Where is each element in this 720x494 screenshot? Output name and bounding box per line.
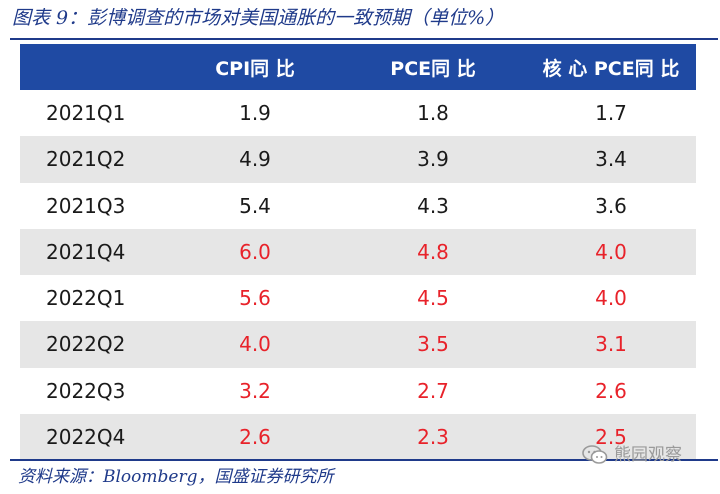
pce-value-cell: 1.8 xyxy=(417,101,449,126)
table-row: 2021Q2 4.9 3.9 3.4 xyxy=(20,136,696,183)
wechat-icon xyxy=(582,445,608,465)
quarter-cell: 2021Q4 xyxy=(46,239,126,264)
source-note: 资料来源：Bloomberg，国盛证券研究所 xyxy=(18,467,334,487)
watermark-text: 熊园观察 xyxy=(614,445,682,465)
core-pce-value-cell: 4.0 xyxy=(595,239,627,264)
cpi-value-cell: 5.4 xyxy=(239,193,271,218)
cpi-value-cell: 5.6 xyxy=(239,286,271,311)
quarter-cell: 2022Q3 xyxy=(46,378,126,403)
pce-value-cell: 4.8 xyxy=(417,239,449,264)
pce-value-cell: 3.9 xyxy=(417,147,449,172)
cpi-value-cell: 4.9 xyxy=(239,147,271,172)
figure-caption: 图表 9：彭博调查的市场对美国通胀的一致预期（单位%） xyxy=(12,7,505,29)
core-pce-value-cell: 2.5 xyxy=(595,424,627,449)
table-row: 2022Q2 4.0 3.5 3.1 xyxy=(20,321,696,368)
cpi-value-cell: 6.0 xyxy=(239,239,271,264)
header-core-pce-yoy: 核 心 PCE同 比 xyxy=(542,57,680,80)
table-row: 2021Q1 1.9 1.8 1.7 xyxy=(20,90,696,137)
quarter-cell: 2022Q4 xyxy=(46,424,126,449)
pce-value-cell: 2.3 xyxy=(417,424,449,449)
table-row: 2021Q3 5.4 4.3 3.6 xyxy=(20,182,696,229)
quarter-cell: 2021Q2 xyxy=(46,147,126,172)
header-pce-yoy: PCE同 比 xyxy=(390,57,476,80)
table-row: 2022Q4 2.6 2.3 2.5 xyxy=(20,413,696,460)
pce-value-cell: 2.7 xyxy=(417,378,449,403)
inflation-expectations-table: CPI同 比 PCE同 比 核 心 PCE同 比 2021Q1 1.9 1.8 1.7… xyxy=(20,44,696,460)
top-rule xyxy=(10,38,718,40)
core-pce-value-cell: 3.4 xyxy=(595,147,627,172)
cpi-value-cell: 1.9 xyxy=(239,101,271,126)
core-pce-value-cell: 4.0 xyxy=(595,286,627,311)
cpi-value-cell: 2.6 xyxy=(239,424,271,449)
table-row: 2021Q4 6.0 4.8 4.0 xyxy=(20,228,696,275)
pce-value-cell: 4.5 xyxy=(417,286,449,311)
quarter-cell: 2021Q3 xyxy=(46,193,126,218)
header-quarter xyxy=(20,44,170,90)
core-pce-value-cell: 3.1 xyxy=(595,332,627,357)
core-pce-value-cell: 3.6 xyxy=(595,193,627,218)
cpi-value-cell: 4.0 xyxy=(239,332,271,357)
quarter-cell: 2022Q1 xyxy=(46,286,126,311)
bottom-rule xyxy=(10,459,718,461)
quarter-cell: 2022Q2 xyxy=(46,332,126,357)
pce-value-cell: 4.3 xyxy=(417,193,449,218)
wechat-watermark: 熊园观察 xyxy=(582,440,682,470)
cpi-value-cell: 3.2 xyxy=(239,378,271,403)
table-header-row: CPI同 比 PCE同 比 核 心 PCE同 比 xyxy=(20,44,696,90)
core-pce-value-cell: 1.7 xyxy=(595,101,627,126)
table-row: 2022Q3 3.2 2.7 2.6 xyxy=(20,367,696,414)
table-row: 2022Q1 5.6 4.5 4.0 xyxy=(20,275,696,322)
quarter-cell: 2021Q1 xyxy=(46,101,126,126)
header-cpi-yoy: CPI同 比 xyxy=(215,57,295,80)
pce-value-cell: 3.5 xyxy=(417,332,449,357)
core-pce-value-cell: 2.6 xyxy=(595,378,627,403)
